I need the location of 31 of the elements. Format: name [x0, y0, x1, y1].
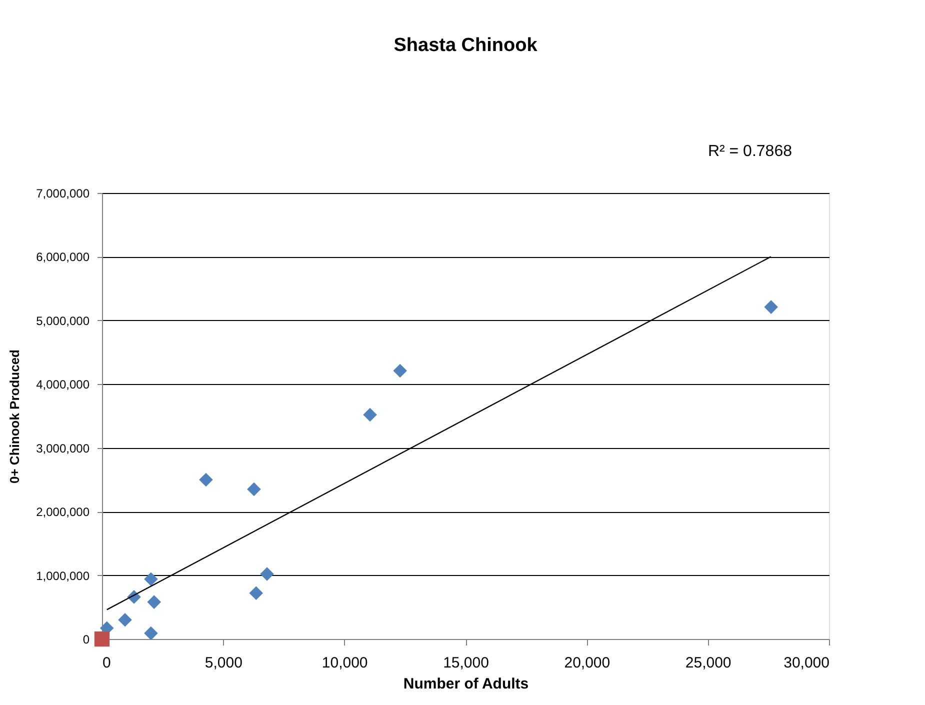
point [247, 482, 261, 496]
point [764, 300, 778, 314]
y-axis-title: 0+ Chinook Produced [7, 349, 22, 484]
x-tick-label: 0 [102, 654, 111, 672]
x-tick-label: 15,000 [443, 654, 489, 672]
point [118, 612, 132, 627]
y-tick-label: 2,000,000 [36, 505, 90, 520]
point [94, 631, 110, 647]
chart-title: Shasta Chinook [394, 35, 538, 56]
x-tick-label: 30,000 [784, 654, 830, 672]
point [363, 408, 377, 422]
y-tick-label: 0 [82, 632, 90, 646]
x-tick-label: 5,000 [204, 654, 242, 672]
x-tick-label: 20,000 [564, 654, 610, 672]
point [144, 572, 158, 586]
point [147, 595, 161, 609]
y-tick-label: 7,000,000 [36, 186, 90, 200]
y-tick-label: 4,000,000 [36, 378, 90, 392]
y-tick-label: 5,000,000 [36, 314, 90, 328]
text: R² = 0.7868 [708, 143, 792, 160]
point [199, 472, 213, 487]
x-axis-title: Number of Adults [403, 676, 529, 692]
point [144, 626, 158, 640]
x-tick-label: 25,000 [685, 654, 732, 672]
y-tick-label: 1,000,000 [36, 568, 90, 583]
y-tick-label: 3,000,000 [36, 441, 90, 456]
point [393, 364, 407, 378]
point [249, 586, 264, 600]
y-tick-label: 6,000,000 [36, 250, 90, 264]
point [260, 567, 274, 581]
x-tick-label: 10,000 [322, 654, 368, 672]
